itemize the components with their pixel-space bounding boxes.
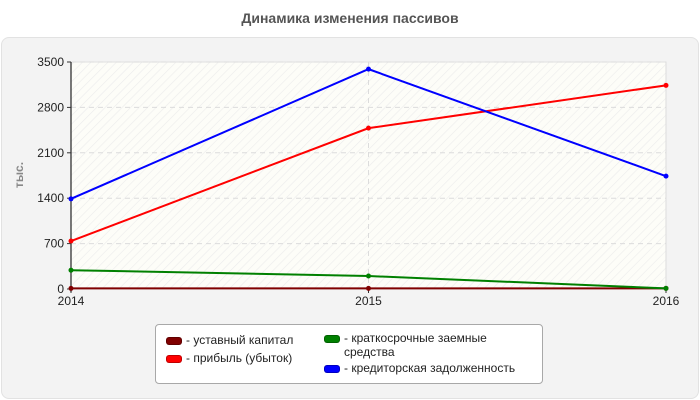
legend: - уставный капитал - прибыль (убыток) - … [155,324,543,384]
data-point[interactable] [366,285,371,291]
y-tick-label: 0 [57,282,64,296]
data-point[interactable] [68,238,74,244]
data-point[interactable] [68,285,74,291]
x-tick-label: 2016 [653,294,680,308]
legend-label: - прибыль (убыток) [186,351,293,365]
y-tick-label: 700 [44,237,64,251]
data-point[interactable] [366,125,371,131]
data-point[interactable] [663,82,669,88]
legend-swatch [324,365,340,373]
y-tick-label: 3500 [37,55,64,69]
legend-label: - уставный капитал [186,333,294,347]
legend-item-profit[interactable]: - прибыль (убыток) [166,351,326,365]
legend-label: - кредиторская задолженность [344,361,516,375]
legend-item-charter-capital[interactable]: - уставный капитал [166,333,326,347]
legend-swatch [324,335,340,343]
chart-title: Динамика изменения пассивов [241,10,459,26]
series-прибыль (убыток) [68,82,669,244]
legend-item-accounts-payable[interactable]: - кредиторская задолженность [324,361,544,375]
x-tick-label: 2014 [58,294,85,308]
y-tick-label: 1400 [37,191,64,205]
series-кредиторская задолженность [68,66,669,202]
data-point[interactable] [68,267,74,273]
y-axis-label: тыс. [12,162,26,188]
series-lines [68,66,669,291]
legend-swatch [166,337,182,345]
legend-label: - краткосрочные заемные средства [344,331,487,359]
data-point[interactable] [663,285,669,291]
data-point[interactable] [366,273,371,279]
y-tick-label: 2100 [37,146,64,160]
x-tick-label: 2015 [355,294,382,308]
data-point[interactable] [663,173,669,179]
data-point[interactable] [68,196,74,202]
data-point[interactable] [366,66,371,72]
series-краткосрочные заемные средства [68,267,669,291]
legend-swatch [166,355,182,363]
y-tick-label: 2800 [37,100,64,114]
legend-item-short-term-loans[interactable]: - краткосрочные заемные средства [324,331,534,359]
